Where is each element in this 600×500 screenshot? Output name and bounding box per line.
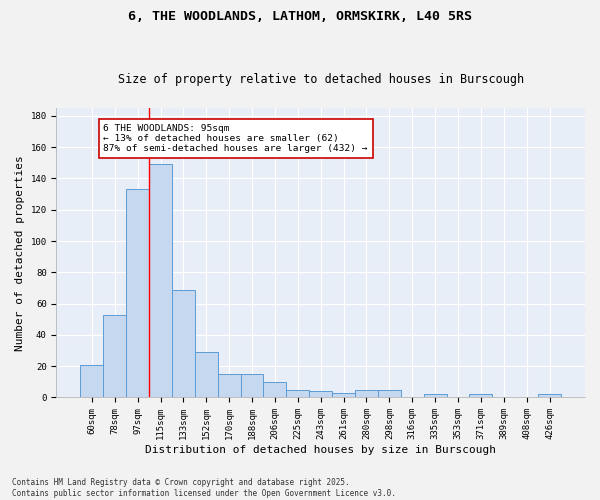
Bar	[149, 164, 172, 398]
Bar	[378, 390, 401, 398]
Text: 6, THE WOODLANDS, LATHOM, ORMSKIRK, L40 5RS: 6, THE WOODLANDS, LATHOM, ORMSKIRK, L40 …	[128, 10, 472, 23]
Bar	[195, 352, 218, 398]
Bar	[286, 390, 309, 398]
Bar	[538, 394, 561, 398]
Text: 6 THE WOODLANDS: 95sqm
← 13% of detached houses are smaller (62)
87% of semi-det: 6 THE WOODLANDS: 95sqm ← 13% of detached…	[103, 124, 368, 154]
Y-axis label: Number of detached properties: Number of detached properties	[15, 155, 25, 350]
Bar	[332, 393, 355, 398]
Bar	[126, 190, 149, 398]
Bar	[80, 364, 103, 398]
Bar	[424, 394, 446, 398]
Title: Size of property relative to detached houses in Burscough: Size of property relative to detached ho…	[118, 73, 524, 86]
Bar	[469, 394, 493, 398]
Text: Contains HM Land Registry data © Crown copyright and database right 2025.
Contai: Contains HM Land Registry data © Crown c…	[12, 478, 396, 498]
Bar	[241, 374, 263, 398]
Bar	[263, 382, 286, 398]
Bar	[218, 374, 241, 398]
Bar	[309, 391, 332, 398]
X-axis label: Distribution of detached houses by size in Burscough: Distribution of detached houses by size …	[145, 445, 496, 455]
Bar	[355, 390, 378, 398]
Bar	[172, 290, 195, 398]
Bar	[103, 314, 126, 398]
